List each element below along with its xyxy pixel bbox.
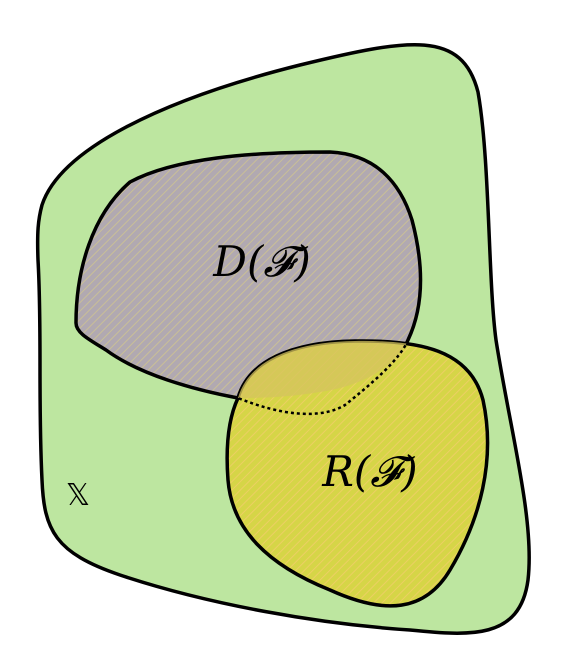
domain-hidden-boundary xyxy=(237,339,410,416)
domain-set-shape xyxy=(74,150,423,400)
universe-label: 𝕏 xyxy=(66,478,90,513)
range-label: R(𝓕) xyxy=(321,447,417,496)
range-set-shape xyxy=(225,339,490,608)
domain-label: D(𝓕) xyxy=(212,237,310,286)
